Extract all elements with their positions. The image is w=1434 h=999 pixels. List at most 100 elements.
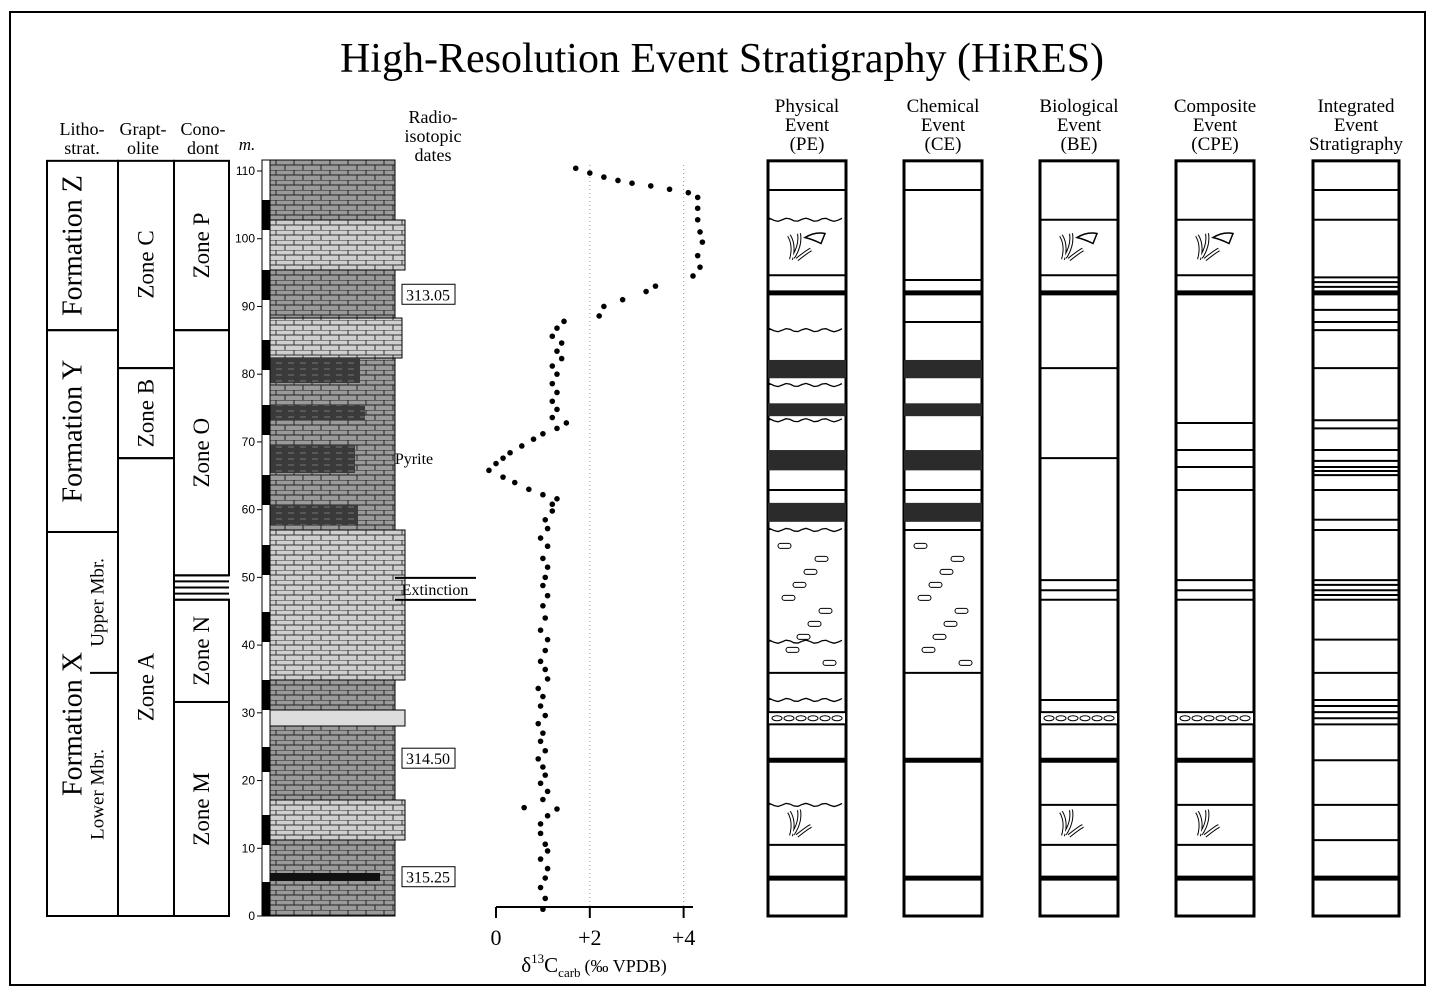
d13c-point — [554, 425, 560, 432]
clast-bed-box — [767, 711, 847, 726]
d13c-point — [601, 303, 607, 310]
d13c-point — [601, 174, 607, 180]
date-label: 313.05 — [406, 287, 450, 304]
zone-label: Formation X — [58, 652, 89, 796]
erosion-surface — [769, 802, 843, 808]
d13c-point — [643, 288, 649, 295]
d13c-point — [554, 806, 560, 812]
clast — [803, 568, 818, 575]
column-header: Event — [785, 115, 830, 136]
depth-tick-label: 20 — [242, 774, 256, 788]
clast-oval — [819, 715, 831, 722]
d13c-point — [526, 486, 532, 493]
depth-tick-label: 60 — [242, 503, 256, 517]
clast-oval — [1239, 715, 1251, 722]
clast-oval — [771, 715, 783, 722]
d13c-point — [615, 177, 621, 184]
zone-label: Zone M — [189, 772, 214, 845]
depth-tick-label: 70 — [242, 435, 256, 449]
d13c-point — [540, 693, 546, 700]
clast-zone — [777, 542, 837, 666]
frame — [9, 11, 1426, 986]
clast — [917, 594, 932, 601]
d13c-point — [542, 574, 549, 581]
d13c-point — [619, 296, 626, 303]
column-header: (CPE) — [1191, 134, 1239, 155]
d13c-point — [537, 830, 544, 837]
clast-oval — [1215, 715, 1227, 722]
erosion-surface — [769, 417, 843, 423]
d13c-point — [694, 205, 701, 212]
column-header: Event — [1193, 115, 1238, 136]
zone-box — [173, 700, 230, 917]
depth-tick-label: 0 — [248, 909, 255, 923]
member-label: Lower Mbr. — [88, 749, 109, 840]
depth-tick-label: 80 — [242, 367, 256, 381]
x-tick-label: 0 — [491, 925, 502, 950]
clast — [958, 659, 973, 666]
zone-label: Zone N — [189, 616, 214, 686]
zone-label: Formation Z — [58, 175, 89, 316]
x-axis-label-part: C — [544, 953, 558, 977]
clast — [913, 542, 928, 549]
d13c-point — [561, 318, 567, 325]
d13c-point — [544, 543, 551, 550]
event-column — [1174, 159, 1256, 918]
event-band — [904, 450, 982, 471]
d13c-point — [544, 592, 551, 599]
fossil-icon — [1195, 232, 1235, 262]
clast-oval — [795, 715, 807, 722]
d13c-point — [542, 895, 549, 902]
d13c-point — [537, 821, 544, 827]
clast-oval — [831, 715, 843, 722]
x-axis-label-part: 13 — [531, 951, 544, 966]
fossil-icon — [1059, 809, 1084, 838]
x-tick-label: +2 — [578, 925, 601, 950]
d13c-point — [542, 841, 549, 848]
column-header: dates — [415, 145, 452, 165]
member-label: Upper Mbr. — [88, 558, 109, 647]
d13c-point — [549, 333, 556, 340]
d13c-point — [558, 355, 565, 362]
d13c-point — [535, 720, 542, 727]
d13c-point — [537, 658, 544, 665]
event-band — [768, 403, 846, 417]
clast-bed — [1175, 711, 1255, 726]
d13c-point — [530, 436, 537, 443]
column-header: Event — [921, 115, 966, 136]
horn-coral — [1211, 232, 1235, 245]
coral-fill — [788, 809, 812, 837]
clast-oval — [1227, 715, 1239, 722]
d13c-point — [540, 555, 546, 562]
clast-oval — [1091, 715, 1103, 722]
d13c-point — [694, 216, 701, 223]
event-column — [1311, 159, 1401, 918]
clast — [777, 542, 792, 549]
d13c-point — [500, 474, 506, 480]
title: High-Resolution Event Stratigraphy (HiRE… — [340, 36, 1104, 82]
d13c-point — [542, 666, 549, 673]
d13c-point — [549, 363, 556, 369]
erosion-surface — [769, 382, 843, 388]
clast-bed-box — [1039, 711, 1119, 726]
coral-fill — [1060, 233, 1084, 261]
d13c-point — [544, 525, 551, 532]
d13c-point — [493, 460, 499, 467]
column-header: olite — [127, 138, 159, 158]
d13c-point — [540, 796, 546, 803]
annotation: Extinction — [402, 582, 469, 599]
d13c-point — [511, 479, 518, 486]
d13c-point — [685, 189, 692, 196]
event-column — [1038, 159, 1120, 918]
erosion-surface — [769, 217, 843, 223]
d13c-point — [486, 467, 492, 474]
column-header: strat. — [64, 138, 100, 158]
x-axis-label: δ13Ccarb (‰ VPDB) — [521, 951, 666, 980]
fossil-icon — [1195, 809, 1220, 838]
clast-oval — [1179, 715, 1191, 722]
clast-oval — [1079, 715, 1091, 722]
d13c-point — [542, 772, 549, 778]
column-header: Cono- — [181, 119, 226, 139]
horn-coral — [803, 232, 827, 245]
d13c-point — [537, 738, 544, 745]
